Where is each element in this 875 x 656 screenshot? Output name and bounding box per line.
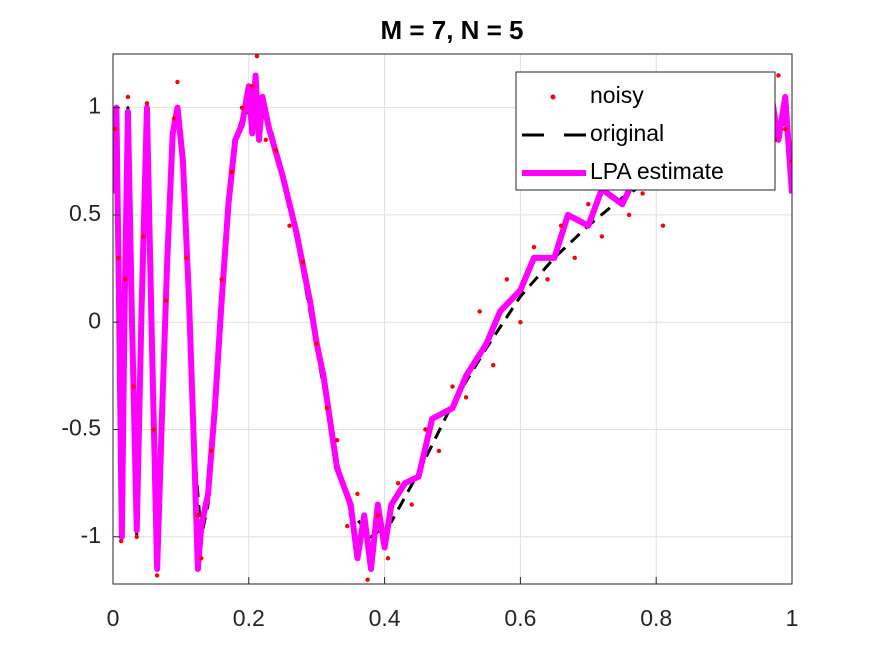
noisy-point — [125, 94, 131, 100]
y-tick-label: -1 — [81, 522, 101, 548]
noisy-point — [586, 202, 591, 207]
noisy-point — [300, 259, 306, 265]
noisy-point — [334, 438, 340, 443]
noisy-point — [229, 169, 235, 175]
noisy-point — [314, 341, 319, 346]
legend-label: original — [590, 120, 664, 146]
noisy-point — [776, 73, 781, 78]
noisy-point — [263, 137, 268, 143]
noisy-point — [175, 79, 180, 85]
noisy-point — [436, 448, 442, 454]
noisy-point — [375, 513, 381, 518]
noisy-point — [355, 491, 360, 497]
legend: noisy original LPA estimate — [515, 71, 776, 191]
noisy-point — [171, 116, 177, 121]
noisy-point — [239, 105, 245, 110]
noisy-point — [477, 309, 482, 314]
noisy-point — [287, 223, 292, 228]
axes-box — [112, 53, 793, 585]
noisy-point — [558, 223, 564, 228]
noisy-point — [783, 126, 788, 132]
x-tick-label: 0.4 — [369, 605, 401, 631]
noisy-point — [531, 244, 537, 250]
noisy-point — [504, 277, 510, 282]
noisy-point — [599, 234, 605, 239]
legend-box — [515, 71, 776, 191]
x-tick-label: 0.8 — [640, 605, 672, 631]
noisy-point — [324, 405, 330, 411]
y-tick-label: 0.5 — [69, 200, 101, 226]
noisy-point — [463, 395, 469, 400]
x-tick-label: 0.6 — [504, 605, 536, 631]
noisy-point — [184, 255, 189, 261]
noisy-point — [545, 277, 550, 282]
chart-title: M = 7, N = 5 — [380, 15, 523, 45]
noisy-point — [154, 573, 160, 578]
noisy-point — [118, 538, 124, 544]
legend-label: LPA estimate — [590, 158, 724, 184]
x-tick-label: 0 — [107, 605, 120, 631]
noisy-point — [273, 148, 279, 153]
noisy-point — [491, 362, 496, 368]
noisy-point — [660, 223, 666, 228]
ticks: 0 0.2 0.4 0.6 0.8 1 -1 -0.5 0 0.5 1 — [61, 93, 798, 631]
noisy-point — [219, 277, 224, 282]
legend-label: noisy — [590, 82, 644, 108]
noisy-point — [144, 101, 150, 106]
noisy-point — [209, 448, 214, 454]
noisy-point — [141, 234, 146, 239]
noisy-point — [789, 159, 792, 164]
y-tick-label: 1 — [88, 93, 101, 119]
x-tick-label: 0.2 — [233, 605, 265, 631]
noisy-point — [423, 427, 428, 432]
noisy-point — [395, 480, 401, 486]
y-tick-label: -0.5 — [61, 415, 101, 441]
y-tick-label: 0 — [88, 307, 101, 333]
noisy-point — [249, 83, 255, 89]
noisy-point — [151, 427, 156, 432]
noisy-point — [163, 298, 169, 303]
noisy-point — [640, 191, 645, 196]
noisy-point — [385, 556, 391, 561]
noisy-point — [123, 277, 128, 282]
legend-marker — [550, 94, 556, 100]
x-tick-label: 1 — [786, 605, 799, 631]
noisy-point — [345, 523, 350, 529]
noisy-point — [450, 384, 455, 389]
noisy-point — [195, 513, 201, 518]
noisy-point — [626, 212, 632, 218]
noisy-point — [199, 556, 204, 561]
noisy-point — [409, 502, 414, 507]
noisy-point — [365, 577, 370, 582]
noisy-point — [572, 255, 577, 261]
series-line — [113, 72, 792, 572]
noisy-point — [518, 320, 523, 325]
noisy-point — [113, 126, 118, 132]
noisy-point — [131, 384, 136, 389]
noisy-point — [254, 54, 260, 59]
noisy-point — [134, 534, 139, 539]
noisy-point — [116, 255, 121, 261]
